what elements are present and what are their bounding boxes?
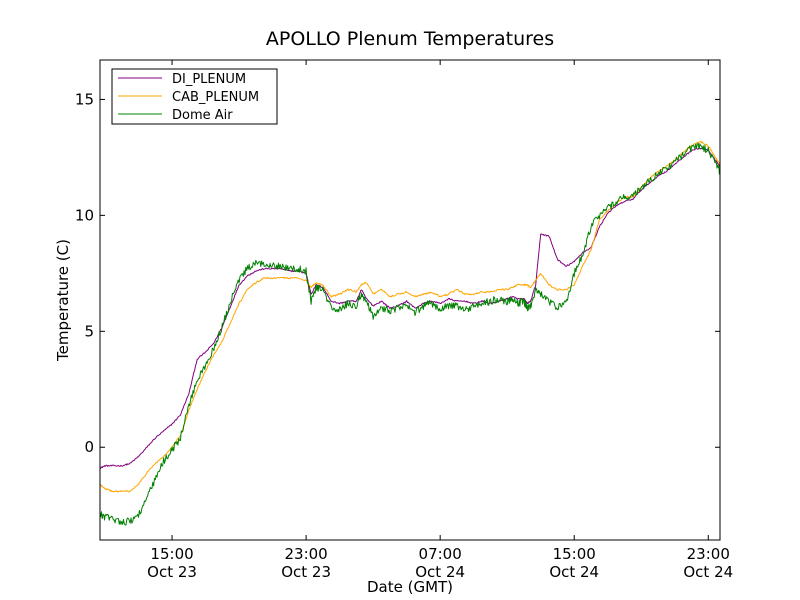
chart-title: APOLLO Plenum Temperatures <box>266 28 554 50</box>
x-tick-date-label: Oct 24 <box>549 563 599 581</box>
plot-frame <box>99 59 721 541</box>
series-line-di-plenum <box>100 148 720 469</box>
x-tick-time-label: 23:00 <box>687 545 730 563</box>
x-tick-date-label: Oct 23 <box>147 563 197 581</box>
x-tick-date-label: Oct 24 <box>415 563 465 581</box>
y-tick-label: 15 <box>75 90 94 108</box>
y-axis-label: Temperature (C) <box>54 239 72 362</box>
x-axis-label: Date (GMT) <box>367 578 453 596</box>
x-tick-time-label: 07:00 <box>419 545 462 563</box>
x-tick-date-label: Oct 23 <box>281 563 331 581</box>
x-tick-time-label: 15:00 <box>150 545 193 563</box>
series-line-dome-air <box>100 143 720 525</box>
x-tick-time-label: 15:00 <box>553 545 596 563</box>
legend-label: CAB_PLENUM <box>172 90 259 105</box>
x-tick-date-label: Oct 24 <box>683 563 733 581</box>
series-layer <box>100 141 720 525</box>
y-tick-label: 10 <box>75 206 94 224</box>
y-tick-label: 5 <box>84 322 94 340</box>
legend-label: DI_PLENUM <box>172 72 246 87</box>
legend-label: Dome Air <box>172 108 233 123</box>
plot-area <box>100 60 720 540</box>
legend: DI_PLENUM CAB_PLENUM Dome Air <box>111 68 278 125</box>
y-tick-label: 0 <box>84 438 94 456</box>
x-tick-time-label: 23:00 <box>284 545 327 563</box>
y-axis: 0 5 10 15 <box>75 90 720 456</box>
